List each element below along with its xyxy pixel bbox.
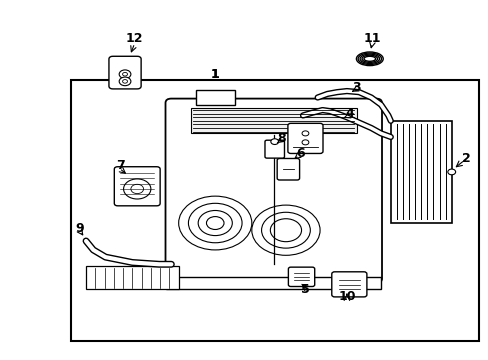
FancyBboxPatch shape — [288, 267, 314, 287]
Ellipse shape — [359, 54, 379, 63]
Circle shape — [122, 80, 127, 83]
Text: 7: 7 — [116, 159, 124, 172]
Text: 4: 4 — [344, 107, 353, 120]
Ellipse shape — [361, 55, 377, 62]
Text: 2: 2 — [461, 152, 470, 165]
FancyBboxPatch shape — [331, 272, 366, 297]
Circle shape — [447, 169, 455, 175]
Text: 9: 9 — [75, 222, 84, 235]
Bar — [190, 108, 356, 134]
Text: 10: 10 — [338, 290, 355, 303]
Circle shape — [302, 140, 308, 145]
Bar — [390, 121, 451, 223]
Text: 3: 3 — [352, 81, 360, 94]
Text: 5: 5 — [301, 283, 309, 296]
Text: 8: 8 — [276, 132, 285, 145]
FancyBboxPatch shape — [165, 99, 381, 283]
Ellipse shape — [363, 56, 375, 61]
Circle shape — [122, 72, 127, 76]
Circle shape — [123, 179, 151, 199]
Ellipse shape — [356, 52, 383, 66]
Text: 12: 12 — [126, 32, 143, 45]
FancyBboxPatch shape — [287, 123, 323, 153]
FancyBboxPatch shape — [114, 167, 160, 206]
Circle shape — [302, 131, 308, 136]
Circle shape — [119, 77, 131, 86]
Ellipse shape — [357, 53, 381, 64]
Text: 1: 1 — [210, 68, 219, 81]
Bar — [195, 90, 234, 105]
FancyBboxPatch shape — [109, 56, 141, 89]
Circle shape — [119, 70, 131, 78]
Text: 6: 6 — [296, 147, 304, 159]
Bar — [166, 277, 380, 289]
Bar — [86, 266, 178, 289]
Bar — [71, 80, 478, 341]
FancyBboxPatch shape — [264, 140, 284, 158]
Text: 11: 11 — [363, 32, 380, 45]
FancyBboxPatch shape — [277, 158, 299, 180]
Circle shape — [131, 184, 143, 194]
Circle shape — [270, 139, 278, 144]
Text: 1: 1 — [210, 68, 219, 81]
